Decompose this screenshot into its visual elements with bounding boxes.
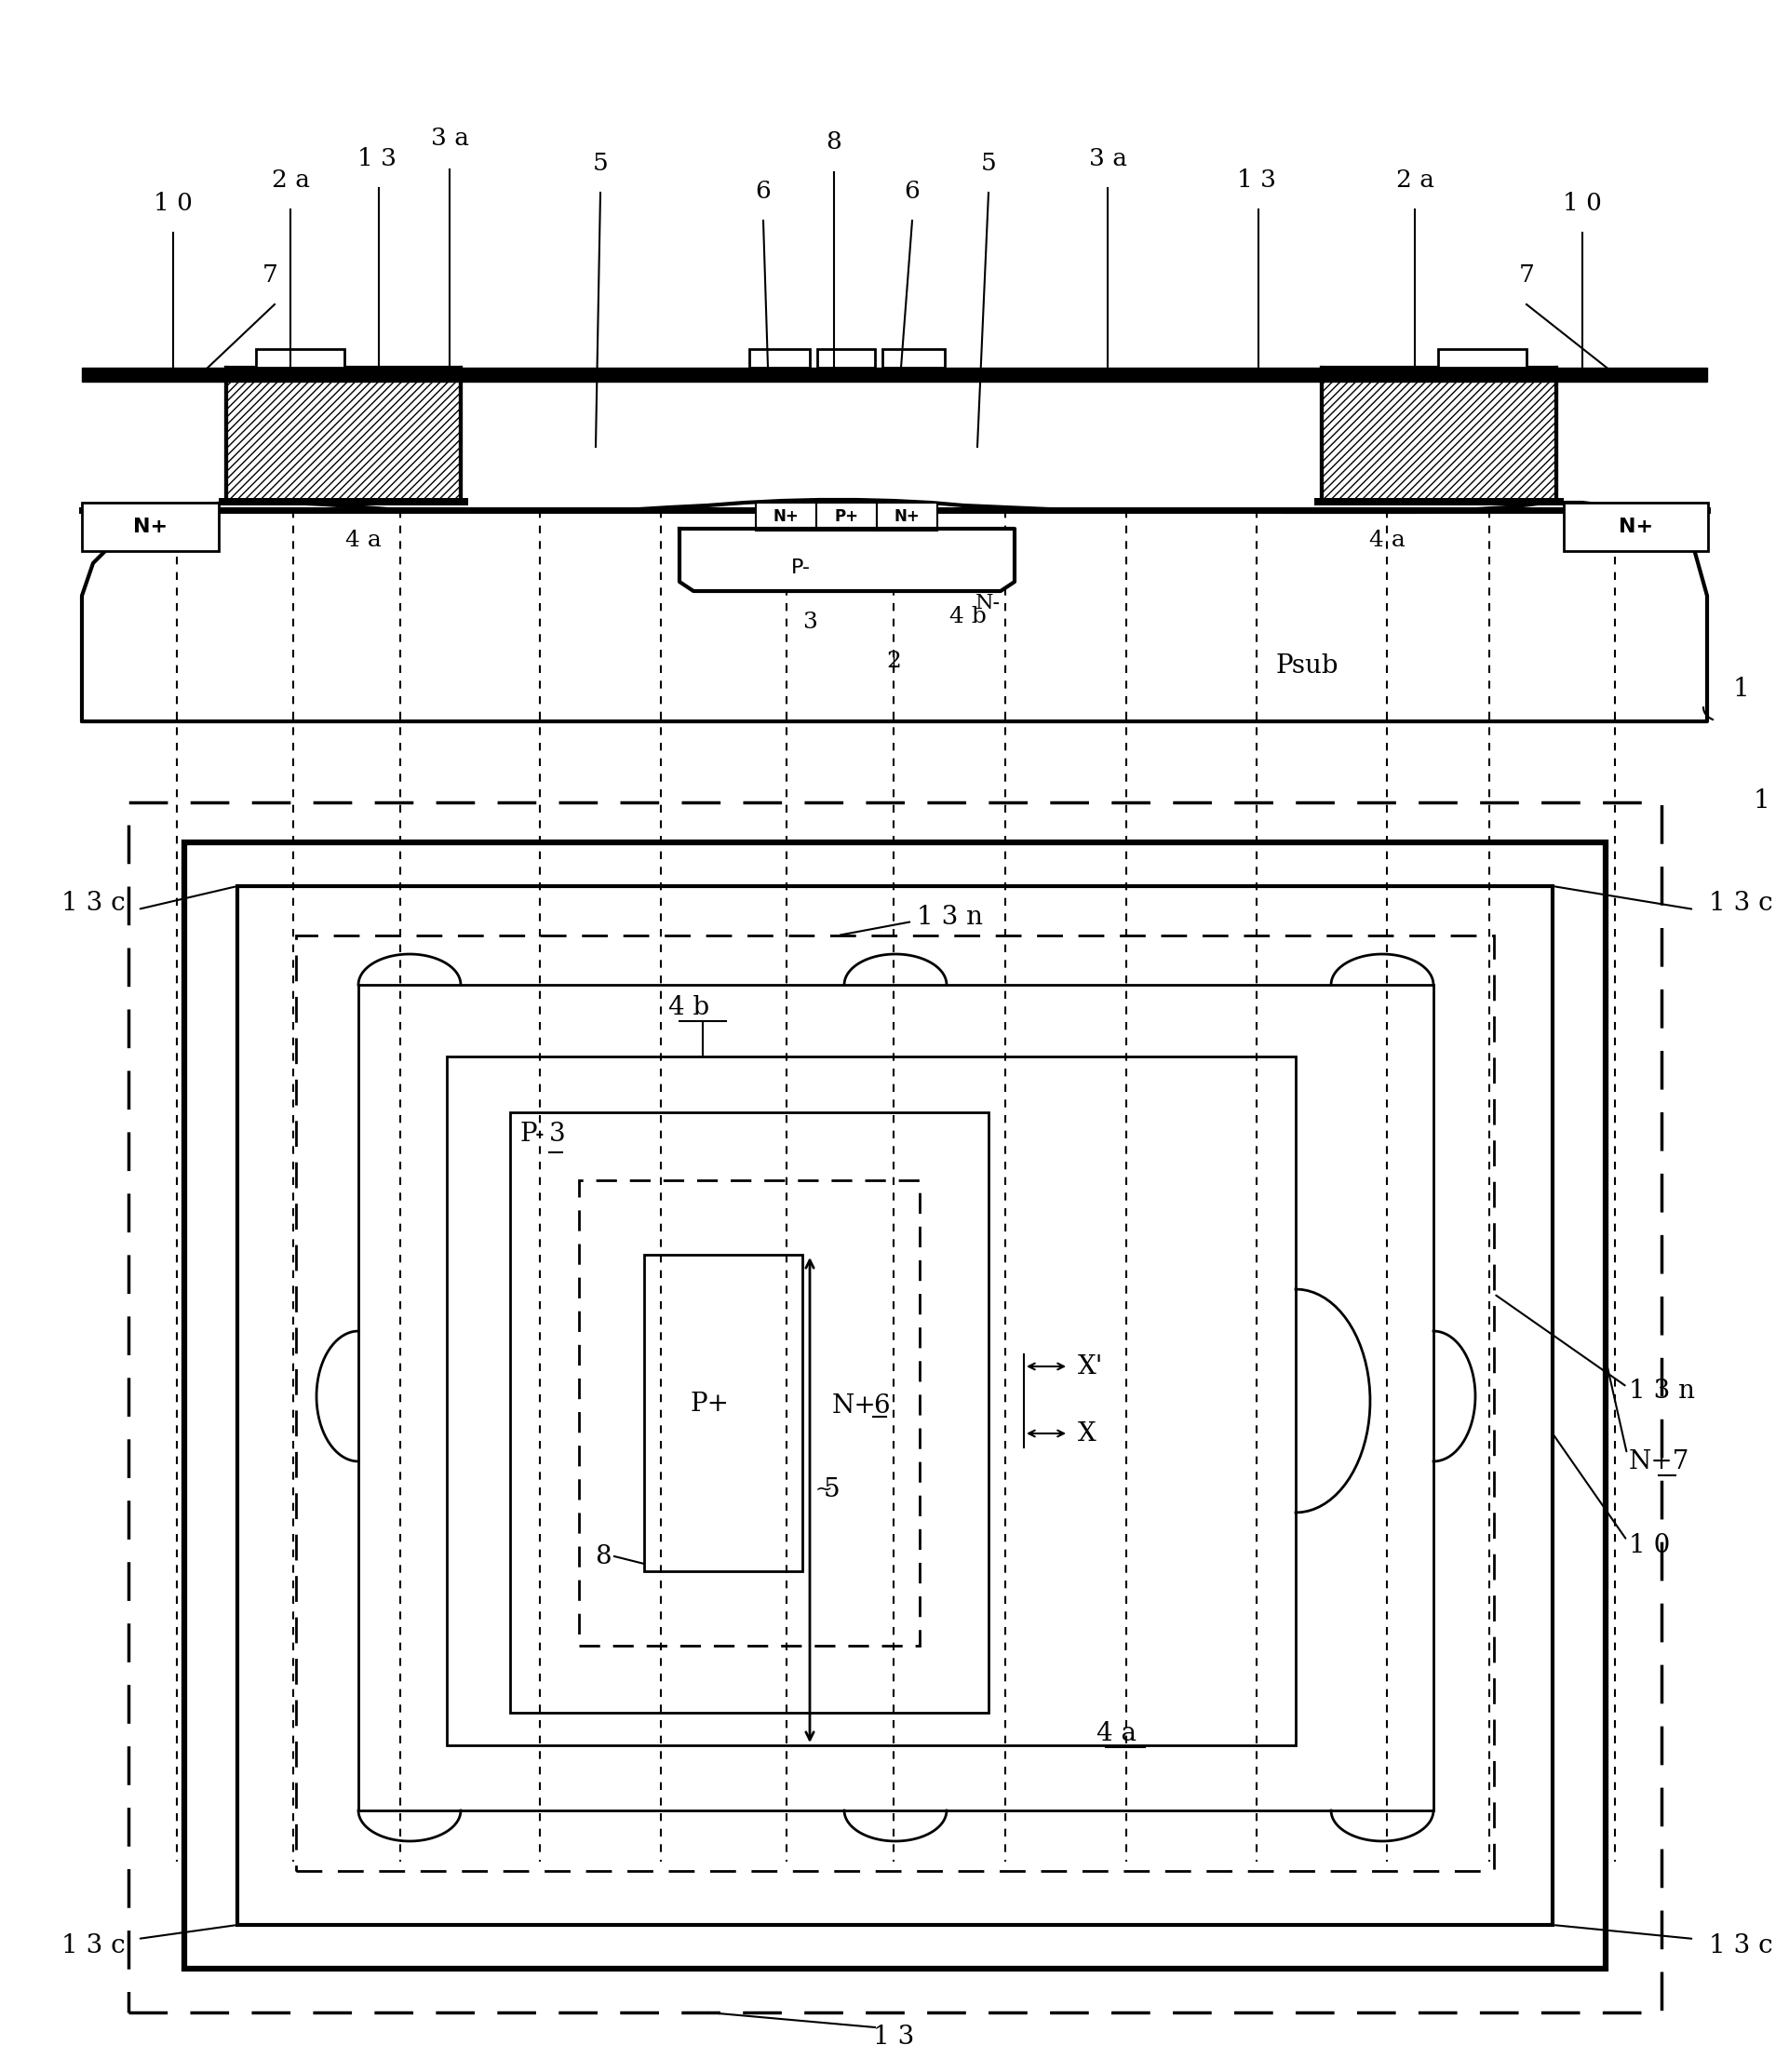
Bar xyxy=(225,367,462,503)
Bar xyxy=(295,934,1494,1871)
Text: N+: N+ xyxy=(832,1392,877,1417)
Text: 5: 5 xyxy=(592,151,608,174)
Text: 1 3 c: 1 3 c xyxy=(61,891,125,916)
Text: N+7: N+7 xyxy=(1630,1448,1691,1473)
Text: 1 0: 1 0 xyxy=(154,191,193,215)
Bar xyxy=(816,503,877,530)
Text: 7: 7 xyxy=(261,263,277,286)
Text: 7: 7 xyxy=(1519,263,1535,286)
Text: 3: 3 xyxy=(803,611,818,632)
Text: X: X xyxy=(1077,1421,1097,1446)
Text: 1 0: 1 0 xyxy=(1630,1533,1671,1558)
Bar xyxy=(877,503,937,530)
Text: 8: 8 xyxy=(827,131,843,153)
Polygon shape xyxy=(680,528,1014,591)
Text: N+: N+ xyxy=(773,508,800,524)
Text: 1 3 c: 1 3 c xyxy=(61,1933,125,1958)
Text: ~: ~ xyxy=(816,1479,832,1498)
Bar xyxy=(238,887,1553,1925)
Bar xyxy=(358,984,1433,1811)
Bar xyxy=(1564,503,1708,551)
Bar xyxy=(82,367,1707,381)
Text: X': X' xyxy=(1077,1353,1104,1380)
Text: 4 a: 4 a xyxy=(1097,1720,1138,1747)
Bar xyxy=(750,348,810,367)
Bar xyxy=(882,348,945,367)
Text: 1 3: 1 3 xyxy=(1236,168,1276,191)
Text: 4 b: 4 b xyxy=(669,995,708,1019)
Bar xyxy=(129,802,1662,2012)
Text: 1: 1 xyxy=(1732,675,1750,700)
Text: 8: 8 xyxy=(596,1544,612,1569)
Bar xyxy=(447,1057,1295,1745)
Text: 3 a: 3 a xyxy=(1088,147,1127,170)
Text: P-: P- xyxy=(791,559,810,578)
Text: 5: 5 xyxy=(823,1477,841,1502)
Bar xyxy=(755,503,816,530)
Bar xyxy=(184,843,1607,1968)
Text: Psub: Psub xyxy=(1276,653,1338,678)
Polygon shape xyxy=(82,499,1707,721)
Bar xyxy=(580,1181,920,1645)
Text: 4 b: 4 b xyxy=(950,605,986,628)
Text: 6: 6 xyxy=(755,178,771,203)
Text: 2 a: 2 a xyxy=(272,168,309,191)
Text: 3: 3 xyxy=(549,1121,565,1146)
Text: 2 a: 2 a xyxy=(1395,168,1435,191)
Text: 4 a: 4 a xyxy=(1369,528,1404,551)
Text: 3 a: 3 a xyxy=(431,126,469,149)
Text: 1 0: 1 0 xyxy=(1564,191,1601,215)
Text: 6: 6 xyxy=(873,1392,889,1417)
Text: 1 3 n: 1 3 n xyxy=(1630,1380,1694,1405)
Text: P+: P+ xyxy=(691,1390,728,1417)
Text: N+: N+ xyxy=(894,508,920,524)
Text: N+: N+ xyxy=(132,518,168,537)
Text: 1 3: 1 3 xyxy=(358,147,397,170)
Text: 6: 6 xyxy=(905,178,920,203)
Text: 5: 5 xyxy=(980,151,996,174)
Bar xyxy=(1315,497,1564,506)
Bar xyxy=(256,348,345,367)
Text: P-: P- xyxy=(519,1121,544,1146)
Text: 4 a: 4 a xyxy=(345,528,381,551)
Bar xyxy=(818,348,875,367)
Text: 2: 2 xyxy=(886,651,902,671)
Text: 1: 1 xyxy=(1753,787,1769,812)
Bar xyxy=(510,1113,989,1714)
Text: N+: N+ xyxy=(1619,518,1653,537)
Text: 1 3 c: 1 3 c xyxy=(1708,1933,1773,1958)
Bar xyxy=(1438,348,1526,367)
Bar xyxy=(644,1256,801,1571)
Text: 1 3 c: 1 3 c xyxy=(1708,891,1773,916)
Bar xyxy=(82,503,218,551)
Text: N-: N- xyxy=(975,593,1000,613)
Bar xyxy=(1322,367,1556,503)
Text: 1 3 n: 1 3 n xyxy=(916,903,982,930)
Text: 1 3: 1 3 xyxy=(873,2024,914,2049)
Text: P+: P+ xyxy=(834,508,859,524)
Bar xyxy=(218,497,469,506)
